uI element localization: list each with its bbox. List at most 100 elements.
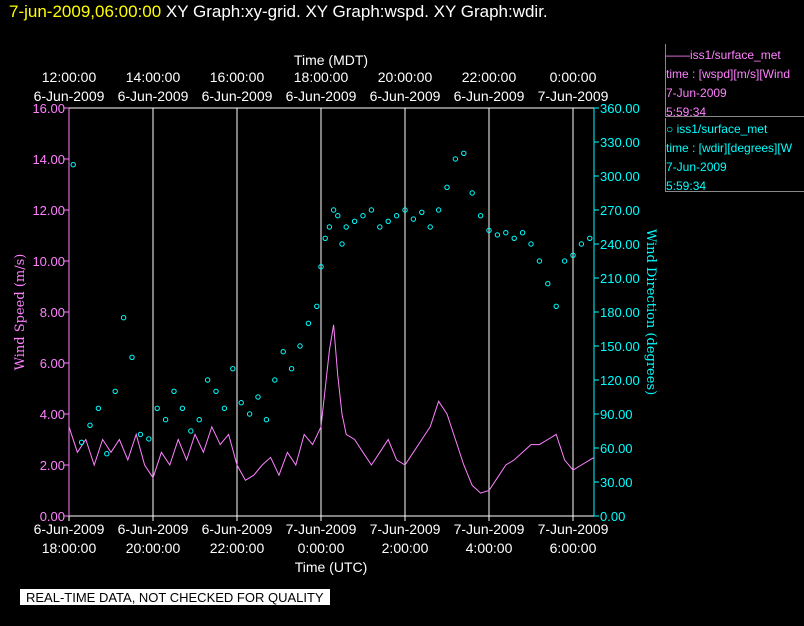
- wdir-point-59: [536, 258, 543, 264]
- legend-wdir: ○ iss1/surface_met time : [wdir][degrees…: [666, 120, 792, 196]
- legend-wdir-source: iss1/surface_met: [676, 122, 768, 136]
- right-tick-label-6: 180.00: [600, 305, 640, 320]
- wdir-point-25: [280, 349, 286, 355]
- top-tick-time-5: 22:00:00: [462, 69, 517, 85]
- left-tick-label-2: 4.00: [40, 407, 65, 422]
- wdir-point-36: [343, 224, 349, 230]
- right-tick-label-0: 0.00: [600, 509, 625, 524]
- bottom-tick-time-0: 18:00:00: [42, 540, 97, 556]
- wdir-point-6: [120, 315, 127, 321]
- right-tick-label-3: 90.00: [600, 407, 633, 422]
- top-tick-date-6: 7-Jun-2009: [538, 88, 609, 104]
- left-tick-label-5: 10.00: [32, 254, 65, 269]
- wdir-point-27: [297, 343, 303, 349]
- bottom-tick-date-4: 7-Jun-2009: [370, 521, 441, 537]
- plot-frame: [68, 107, 595, 517]
- wdir-point-32: [326, 224, 333, 230]
- bottom-tick-date-3: 7-Jun-2009: [286, 521, 357, 537]
- bottom-tick-date-5: 7-Jun-2009: [454, 521, 525, 537]
- bottom-axis-label: Time (UTC): [295, 559, 368, 575]
- wdir-point-54: [494, 232, 501, 238]
- wdir-point-29: [314, 303, 320, 309]
- left-tick-label-3: 6.00: [40, 356, 65, 371]
- wdir-point-24: [272, 377, 278, 383]
- wdir-point-63: [570, 252, 576, 259]
- header-graphs: XY Graph:xy-grid. XY Graph:wspd. XY Grap…: [165, 2, 548, 21]
- wdir-point-64: [578, 241, 585, 247]
- legend-wspd: ——iss1/surface_met time : [wspd][m/s][Wi…: [666, 46, 790, 122]
- wdir-point-48: [444, 184, 450, 191]
- wdir-point-44: [410, 216, 417, 222]
- wdir-point-43: [402, 207, 408, 213]
- wdir-point-39: [368, 207, 375, 213]
- wdir-point-65: [587, 235, 593, 242]
- wdir-point-3: [95, 405, 102, 411]
- wdir-point-40: [377, 224, 383, 230]
- bottom-tick-time-1: 20:00:00: [126, 540, 181, 556]
- top-x-axis: 12:00:00 6-Jun-2009 14:00:00 6-Jun-2009 16:0…: [34, 69, 609, 104]
- wdir-point-18: [221, 405, 228, 411]
- wdir-point-35: [339, 241, 345, 247]
- wdir-point-10: [154, 405, 160, 411]
- legend-wspd-marker: ——: [666, 48, 690, 62]
- bottom-tick-time-5: 4:00:00: [466, 540, 513, 556]
- top-axis-label: Time (MDT): [294, 52, 368, 68]
- top-tick-time-6: 0:00:00: [550, 69, 597, 85]
- wdir-point-56: [511, 235, 517, 242]
- right-tick-label-7: 210.00: [600, 271, 640, 286]
- right-y-axis: 0.00 30.00 60.00 90.00 120.00 150.00 180.00 210…: [593, 101, 640, 524]
- legend-wspd-line-0: ——iss1/surface_met: [666, 46, 790, 65]
- wdir-point-9: [146, 436, 152, 442]
- top-tick-time-2: 16:00:00: [210, 69, 265, 85]
- wdir-point-61: [553, 303, 559, 309]
- bottom-tick-date-6: 7-Jun-2009: [538, 521, 609, 537]
- wdir-point-14: [188, 428, 194, 434]
- quality-notice: REAL-TIME DATA, NOT CHECKED FOR QUALITY: [20, 589, 330, 605]
- wdir-point-15: [196, 417, 202, 423]
- left-tick-label-4: 8.00: [40, 305, 65, 320]
- bottom-tick-date-2: 6-Jun-2009: [202, 521, 273, 537]
- top-tick-date-2: 6-Jun-2009: [202, 88, 273, 104]
- top-tick-time-4: 20:00:00: [378, 69, 433, 85]
- legend-wspd-date: 7-Jun-2009: [666, 86, 727, 100]
- right-tick-label-10: 300.00: [600, 169, 640, 184]
- bottom-tick-time-4: 2:00:00: [382, 540, 429, 556]
- header-date: 7-jun-2009,06:00:00: [9, 2, 162, 21]
- left-tick-label-0: 0.00: [40, 509, 65, 524]
- wdir-point-1: [78, 439, 85, 445]
- header-title: 7-jun-2009,06:00:00 XY Graph:xy-grid. XY…: [9, 2, 548, 22]
- wdir-point-34: [335, 213, 341, 219]
- legend-wdir-marker: ○: [666, 122, 674, 136]
- right-tick-label-8: 240.00: [600, 237, 640, 252]
- wdir-point-7: [129, 354, 135, 360]
- left-tick-label-7: 14.00: [32, 152, 65, 167]
- top-tick-time-0: 12:00:00: [42, 69, 97, 85]
- wspd-line: [68, 324, 595, 494]
- grid: [152, 108, 574, 516]
- wdir-point-23: [263, 417, 270, 423]
- wdir-point-58: [528, 241, 534, 247]
- wdir-point-20: [238, 400, 244, 406]
- wdir-point-38: [360, 213, 366, 219]
- wdir-point-47: [435, 207, 442, 213]
- top-tick-date-4: 6-Jun-2009: [370, 88, 441, 104]
- bottom-tick-date-0: 6-Jun-2009: [34, 521, 105, 537]
- wdir-point-12: [171, 388, 177, 394]
- right-tick-label-9: 270.00: [600, 203, 640, 218]
- left-axis-label: Wind Speed (m/s): [13, 254, 28, 371]
- top-tick-date-1: 6-Jun-2009: [118, 88, 189, 104]
- legend-wspd-box: [665, 44, 804, 117]
- wdir-point-33: [330, 207, 337, 213]
- right-tick-label-11: 330.00: [600, 135, 640, 150]
- bottom-tick-time-6: 6:00:00: [550, 540, 597, 556]
- wspd-series: [68, 324, 595, 494]
- wdir-point-49: [452, 156, 459, 162]
- wdir-point-42: [393, 213, 400, 219]
- wdir-point-11: [162, 417, 169, 423]
- wdir-point-50: [461, 150, 467, 157]
- bottom-x-axis: 6-Jun-2009 18:00:00 6-Jun-2009 20:00:00 6-Ju…: [34, 516, 609, 556]
- left-y-axis: 0.00 2.00 4.00 6.00 8.00 10.00 12.00 14.00 16.00: [32, 101, 70, 524]
- wdir-point-53: [486, 227, 492, 234]
- bottom-tick-time-2: 22:00:00: [210, 540, 265, 556]
